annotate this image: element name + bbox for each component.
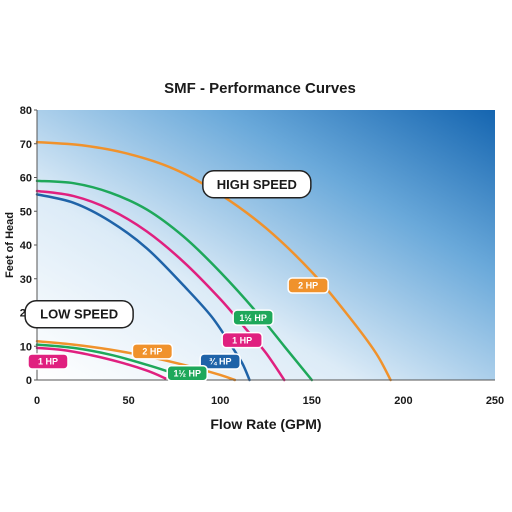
- curve-high-speed-1: [35, 179, 314, 382]
- series-label-pill: [166, 365, 208, 382]
- y-tick-label: 0: [26, 375, 32, 387]
- curve-high-speed-0: [35, 140, 392, 382]
- series-label-pill: [221, 331, 263, 349]
- series-labels-layer: 2 HP 1½ HP 1 HP ¾ HP 2 HP 1½ HP 1 HP: [27, 277, 329, 382]
- series-label-pill: [232, 309, 274, 326]
- speed-annotation-text: HIGH SPEED: [217, 177, 297, 192]
- series-label-pill: [287, 277, 329, 294]
- y-tick-label: 30: [20, 274, 32, 286]
- series-label-text: 2 HP: [142, 347, 162, 357]
- plot-background: [37, 110, 495, 380]
- series-label-pill: [131, 343, 174, 360]
- series-label-text: 1 HP: [232, 335, 252, 345]
- speed-annotation-box: [202, 170, 312, 199]
- y-tick-label: 50: [20, 206, 32, 218]
- series-label-pill: [27, 353, 69, 370]
- series-label-text: ¾ HP: [209, 357, 232, 367]
- x-tick-label: 0: [34, 395, 40, 407]
- x-tick-label: 150: [303, 395, 321, 407]
- y-ticks: 01020304050607080: [20, 105, 37, 387]
- series-label-text: 1½ HP: [173, 368, 201, 378]
- x-tick-label: 50: [122, 395, 134, 407]
- speed-annotation-box: [24, 299, 134, 329]
- series-label-text: 1 HP: [38, 357, 58, 367]
- y-tick-label: 70: [20, 139, 32, 151]
- y-tick-label: 60: [20, 173, 32, 185]
- series-label-pill: [199, 353, 241, 370]
- chart-title: SMF - Performance Curves: [164, 80, 356, 97]
- annotations-layer: HIGH SPEED LOW SPEED: [24, 170, 312, 329]
- speed-annotation-text: LOW SPEED: [40, 307, 118, 322]
- x-tick-label: 200: [394, 395, 412, 407]
- y-tick-label: 10: [20, 341, 32, 353]
- series-label-text: 1½ HP: [239, 313, 267, 323]
- curve-low-speed-6: [35, 346, 167, 380]
- y-tick-label: 40: [20, 240, 32, 252]
- x-ticks: 0 50 100 150 200 250: [34, 395, 504, 407]
- y-tick-label: 80: [20, 105, 32, 117]
- y-axis-label: Feet of Head: [4, 212, 16, 278]
- x-tick-label: 100: [211, 395, 229, 407]
- series-label-text: 2 HP: [298, 281, 318, 291]
- x-axis-label: Flow Rate (GPM): [210, 416, 321, 432]
- x-tick-label: 250: [486, 395, 504, 407]
